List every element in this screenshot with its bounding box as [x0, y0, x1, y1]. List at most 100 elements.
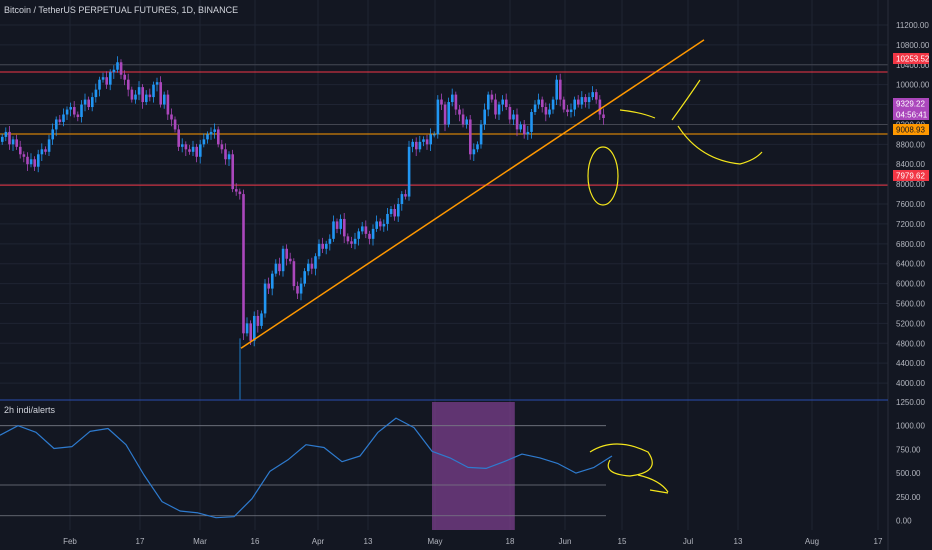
candle-body — [87, 99, 90, 108]
candle-body — [163, 94, 166, 105]
candle-body — [314, 256, 317, 269]
candle-body — [310, 263, 314, 269]
price-axis[interactable]: 11200.0010800.0010400.0010000.009600.009… — [896, 21, 930, 388]
candle-body — [364, 226, 368, 234]
candle-body — [80, 104, 83, 117]
candle-body — [123, 74, 126, 80]
price-tick-label: 7200.00 — [896, 220, 925, 229]
candle-body — [145, 94, 148, 103]
candle-body — [94, 89, 98, 98]
indicator-title[interactable]: 2h indi/alerts — [4, 405, 56, 415]
candle-body — [170, 114, 173, 120]
candle-body — [58, 119, 62, 122]
indicator-axis[interactable]: 1250.00 1000.00 750.00 500.00 250.00 0.00 — [896, 398, 925, 526]
candle-body — [29, 159, 33, 165]
price-tick-label: 10400.00 — [896, 61, 930, 70]
price-tick-label: 10800.00 — [896, 41, 930, 50]
candle-body — [559, 79, 562, 100]
candle-body — [127, 79, 130, 90]
candle-body — [447, 102, 450, 125]
price-tick-label: 8400.00 — [896, 160, 925, 169]
indicator-highlight-band — [432, 402, 515, 530]
candle-body — [209, 131, 213, 135]
candle-body — [101, 77, 105, 80]
price-tags: 10253.52 9329.22 04:56:41 9008.93 7979.6… — [893, 53, 930, 181]
candle-body — [440, 99, 443, 105]
candle-body — [501, 99, 504, 105]
candle-body — [573, 99, 576, 110]
candle-body — [508, 107, 512, 120]
candle-body — [152, 84, 155, 98]
indicator-tick-label: 1000.00 — [896, 422, 925, 431]
indicator-series-line — [0, 417, 613, 519]
candle-body — [451, 94, 454, 103]
candle-body — [274, 263, 278, 274]
time-tick-label: Feb — [63, 537, 77, 546]
candle-body — [253, 315, 256, 341]
candle-body — [22, 154, 26, 157]
candle-body — [479, 124, 483, 145]
candle-body — [105, 77, 108, 85]
time-tick-label: 17 — [874, 537, 883, 546]
annotation-check-stroke — [671, 79, 701, 121]
candle-body — [220, 144, 224, 150]
chart-title[interactable]: Bitcoin / TetherUS PERPETUAL FUTURES, 1D… — [4, 5, 238, 15]
candle-body — [400, 194, 404, 205]
time-tick-label: Apr — [312, 537, 325, 546]
annotation-arrow-curve — [619, 109, 656, 119]
candle-body — [278, 263, 281, 272]
candle-body — [332, 221, 335, 239]
candle-body — [454, 94, 458, 110]
candle-body — [8, 131, 11, 145]
candle-body — [116, 62, 119, 70]
candle-body — [461, 114, 465, 125]
tag-resistance-high: 10253.52 — [896, 55, 930, 64]
candle-body — [580, 97, 584, 105]
candle-body — [112, 69, 116, 73]
candle-body — [173, 119, 177, 130]
tag-support-bg — [893, 124, 929, 135]
horizontal-levels — [0, 64, 888, 517]
candle-body — [443, 104, 447, 125]
candle-body — [389, 209, 393, 214]
candle-body — [166, 94, 170, 115]
candle-body — [73, 107, 76, 115]
candle-body — [242, 194, 245, 334]
candle-body — [213, 129, 216, 132]
candle-body — [566, 109, 569, 113]
candle-body — [47, 139, 51, 152]
candle-body — [1, 136, 4, 142]
price-tick-label: 10000.00 — [896, 81, 930, 90]
tag-last-price-bg — [893, 98, 929, 109]
candle-body — [505, 99, 508, 108]
tag-support: 9008.93 — [896, 126, 925, 135]
time-tick-label: 18 — [506, 537, 515, 546]
candle-body — [537, 99, 540, 105]
annotation-circle-oscillator — [589, 443, 653, 477]
indicator-tick-label: 0.00 — [896, 517, 912, 526]
candle-body — [328, 238, 332, 244]
candle-body — [397, 204, 400, 217]
candle-body — [418, 141, 422, 150]
time-tick-label: 13 — [364, 537, 373, 546]
candle-body — [137, 87, 141, 95]
candle-body — [40, 149, 44, 155]
candle-body — [238, 191, 242, 195]
candle-body — [584, 97, 587, 103]
candle-body — [91, 97, 94, 108]
candle-body — [515, 114, 519, 130]
indicator-tick-label: 750.00 — [896, 445, 921, 454]
time-tick-label: 16 — [251, 537, 260, 546]
price-tick-label: 4800.00 — [896, 339, 925, 348]
candle-body — [37, 154, 40, 167]
candle-body — [339, 218, 342, 229]
time-tick-label: 13 — [734, 537, 743, 546]
candle-body — [526, 131, 530, 135]
candle-body — [533, 104, 537, 113]
candle-body — [595, 92, 598, 100]
candle-body — [206, 134, 209, 140]
candle-body — [458, 109, 461, 115]
time-axis[interactable]: Feb 17 Mar 16 Apr 13 May 18 Jun 15 Jul 13 Aug 17 — [63, 537, 883, 546]
trendline[interactable] — [240, 39, 705, 349]
